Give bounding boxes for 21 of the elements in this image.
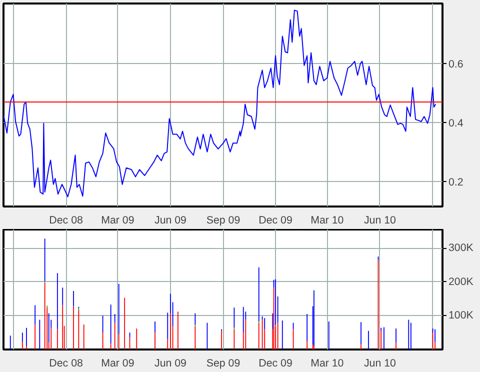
line-series <box>4 10 436 198</box>
x-tick-label: Jun 10 <box>364 214 396 226</box>
y-tick-label: 100K <box>448 310 474 322</box>
x-tick-label: Mar 09 <box>101 358 134 370</box>
x-tick-label: Mar 09 <box>101 214 134 226</box>
y-tick-label: 0.6 <box>448 58 464 70</box>
y-tick-label: 200K <box>448 276 474 288</box>
x-tick-label: Jun 09 <box>154 358 187 370</box>
y-tick-label: 300K <box>448 242 474 254</box>
x-tick-label: Mar 10 <box>310 214 344 226</box>
x-tick-label: Mar 10 <box>310 358 344 370</box>
x-tick-label: Sep 09 <box>206 358 240 370</box>
x-tick-label: Dec 09 <box>258 214 292 226</box>
x-tick-label: Dec 08 <box>49 358 84 370</box>
x-tick-label: Dec 08 <box>49 214 84 226</box>
y-tick-label: 0.2 <box>448 176 464 188</box>
x-tick-label: Jun 10 <box>364 358 396 370</box>
y-tick-label: 0.4 <box>448 117 464 130</box>
x-tick-label: Dec 09 <box>258 358 292 370</box>
x-tick-label: Sep 09 <box>206 214 240 226</box>
x-tick-label: Jun 09 <box>154 214 187 226</box>
